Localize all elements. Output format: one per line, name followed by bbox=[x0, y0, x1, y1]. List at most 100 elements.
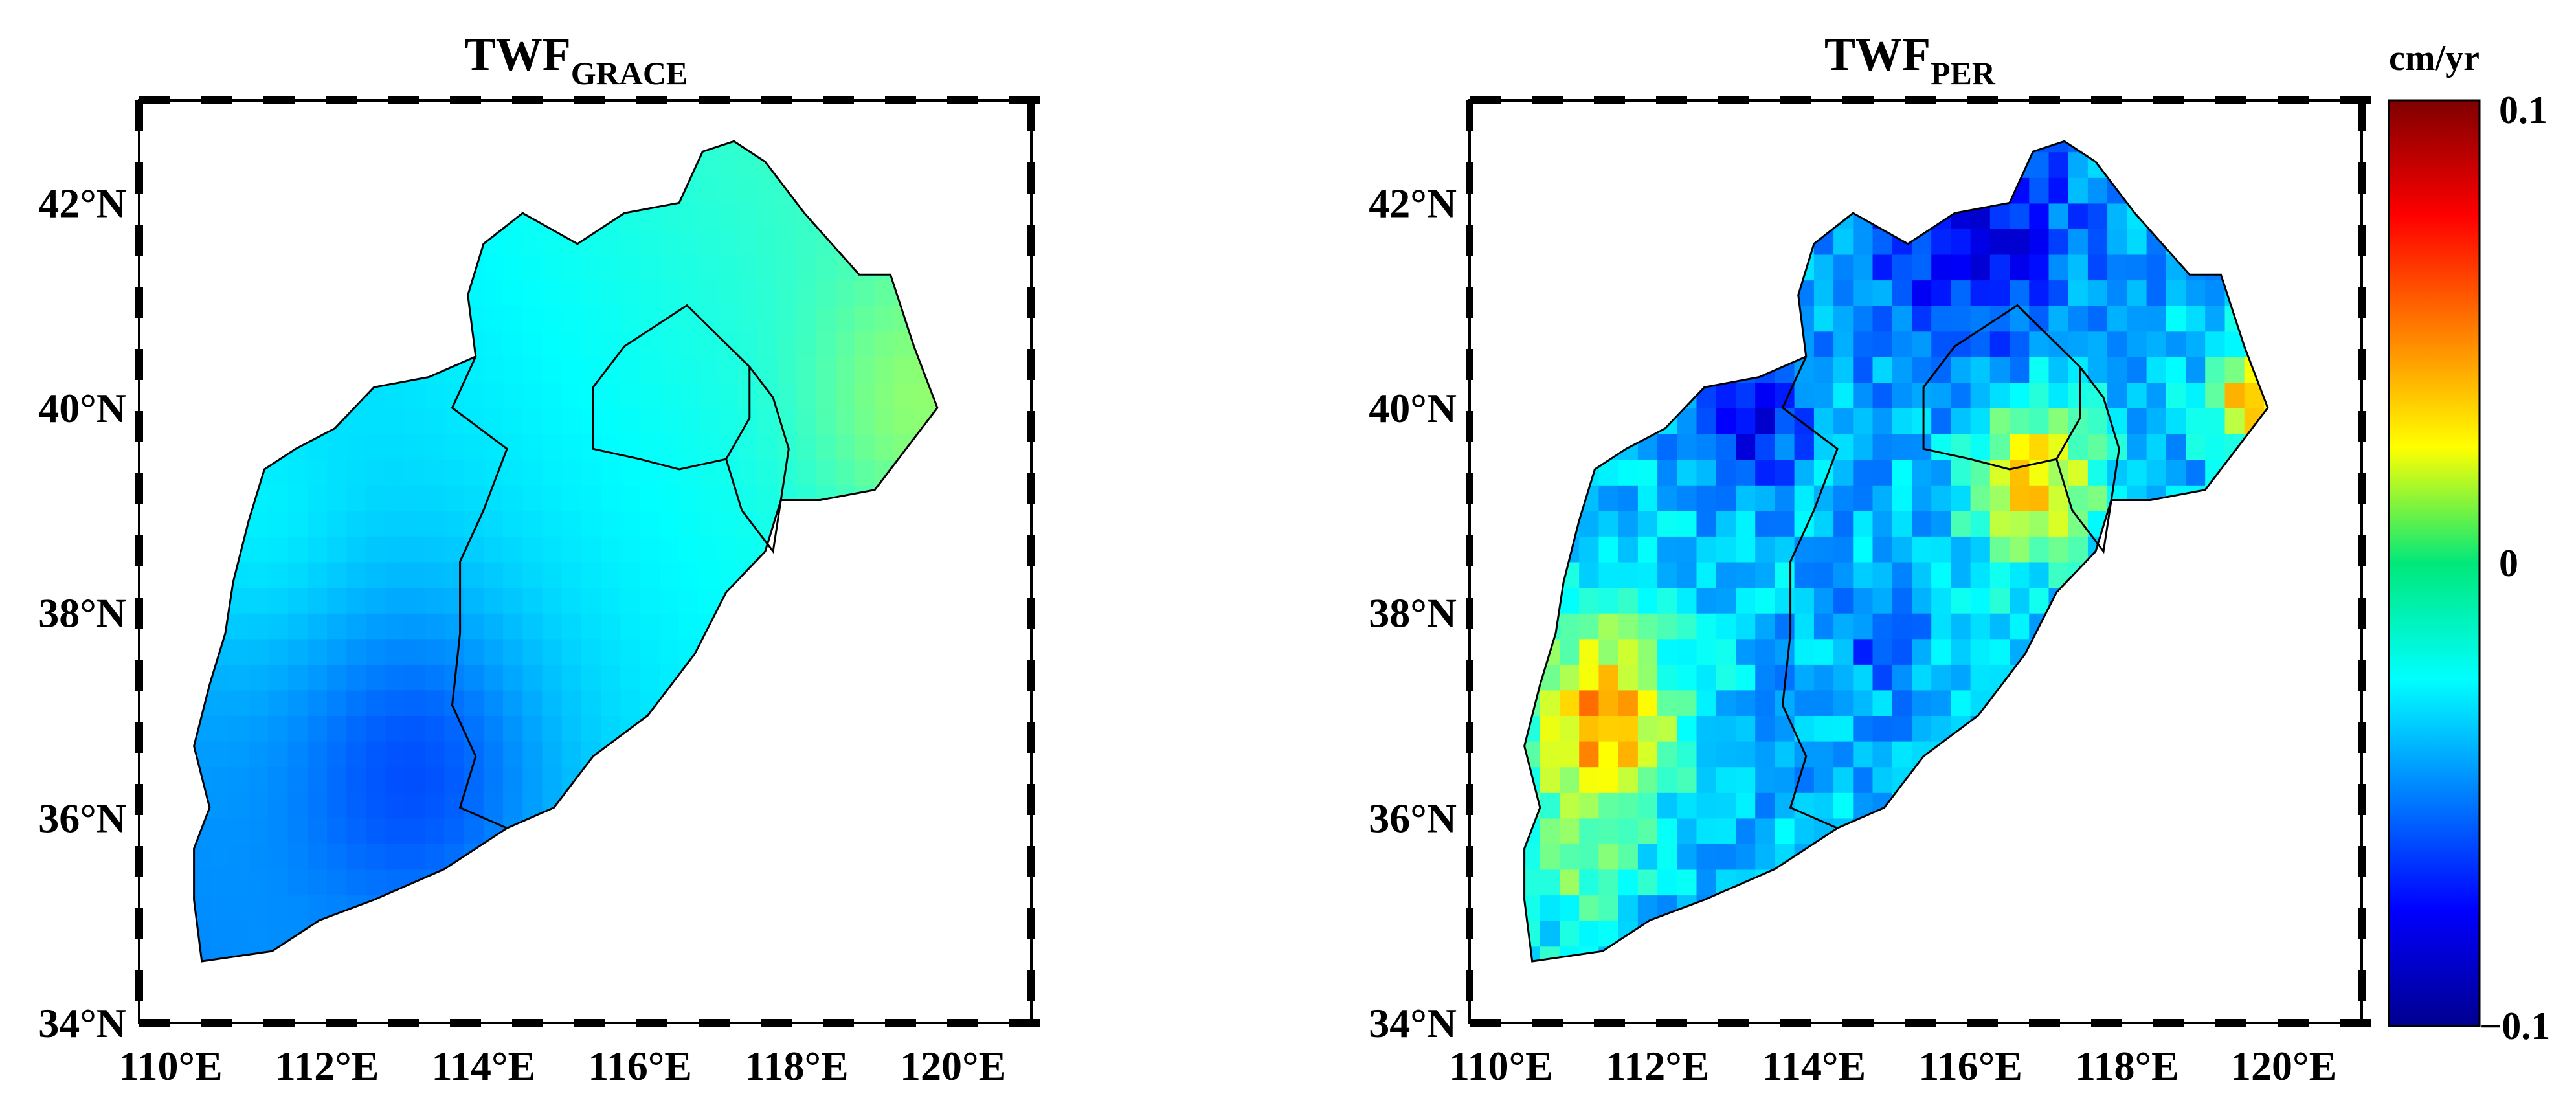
grid-cell bbox=[1716, 689, 1736, 716]
grid-cell bbox=[2107, 203, 2128, 229]
grid-cell bbox=[425, 535, 445, 563]
frame-dash bbox=[2358, 598, 2366, 629]
grid-cell bbox=[2186, 356, 2206, 383]
grid-cell bbox=[307, 587, 328, 614]
grid-cell bbox=[1637, 895, 1659, 921]
grid-cell bbox=[1598, 612, 1619, 640]
grid-cell bbox=[561, 587, 582, 614]
grid-cell bbox=[894, 382, 915, 408]
grid-cell bbox=[2010, 535, 2030, 563]
frame-dash bbox=[823, 1019, 854, 1027]
grid-cell bbox=[522, 638, 543, 665]
grid-cell bbox=[2010, 484, 2030, 511]
grid-cell bbox=[2029, 484, 2050, 511]
grid-cell bbox=[2068, 459, 2089, 486]
grid-cell bbox=[464, 561, 484, 588]
frame-dash bbox=[1027, 225, 1035, 256]
grid-cell bbox=[2068, 510, 2089, 537]
grid-cell bbox=[620, 587, 641, 614]
grid-cell bbox=[483, 331, 504, 357]
grid-cell bbox=[1540, 766, 1560, 793]
colorbar-mid-label: 0 bbox=[2499, 542, 2518, 585]
grid-cell bbox=[2146, 305, 2167, 332]
grid-cell bbox=[561, 561, 582, 588]
grid-cell bbox=[1524, 843, 1541, 870]
grid-cell bbox=[405, 587, 426, 614]
grid-cell bbox=[1989, 535, 2010, 563]
grid-cell bbox=[835, 459, 856, 486]
grid-cell bbox=[1970, 280, 1991, 306]
grid-cell bbox=[1951, 561, 1971, 588]
grid-cell bbox=[2087, 408, 2109, 434]
grid-cell bbox=[249, 664, 269, 691]
frame-dash bbox=[1656, 96, 1687, 104]
lat-tick-label: 42°N bbox=[38, 180, 126, 226]
grid-cell bbox=[287, 792, 308, 819]
grid-cell bbox=[268, 869, 289, 896]
grid-cell bbox=[757, 280, 778, 306]
grid-cell bbox=[1657, 843, 1678, 870]
grid-cell bbox=[659, 561, 680, 588]
grid-cell bbox=[1579, 766, 1600, 793]
grid-cell bbox=[1912, 535, 1932, 563]
grid-cell bbox=[2029, 408, 2050, 434]
grid-cell bbox=[483, 792, 504, 819]
grid-cell bbox=[249, 895, 269, 921]
grid-cell bbox=[2048, 203, 2069, 229]
grid-cell bbox=[542, 382, 563, 408]
grid-cell bbox=[1872, 561, 1893, 588]
frame-dash bbox=[135, 846, 143, 877]
grid-cell bbox=[1794, 638, 1815, 665]
grid-cell bbox=[405, 818, 426, 844]
grid-cell bbox=[464, 612, 484, 640]
grid-cell bbox=[2205, 356, 2226, 383]
grid-cell bbox=[2146, 408, 2167, 434]
grid-cell bbox=[1813, 331, 1835, 357]
grid-cell bbox=[816, 459, 836, 486]
grid-cell bbox=[1951, 510, 1971, 537]
latitude-labels: 34°N 36°N 38°N 40°N 42°N bbox=[1369, 180, 1457, 1046]
grid-cell bbox=[1657, 664, 1678, 691]
grid-cell bbox=[581, 484, 602, 511]
grid-cell bbox=[1989, 638, 2010, 665]
grid-cell bbox=[1579, 843, 1600, 870]
grid-cell bbox=[1892, 459, 1912, 486]
frame-dash bbox=[636, 96, 667, 104]
grid-cell bbox=[307, 535, 328, 563]
grid-cell bbox=[522, 766, 543, 793]
grid-cell bbox=[659, 484, 680, 511]
grid-cell bbox=[1951, 689, 1971, 716]
grid-cell bbox=[346, 792, 367, 819]
grid-cell bbox=[1696, 459, 1717, 486]
grid-cell bbox=[1560, 766, 1580, 793]
grid-cell bbox=[346, 587, 367, 614]
grid-cell bbox=[581, 638, 602, 665]
grid-cell bbox=[1872, 356, 1893, 383]
frame-dash bbox=[2153, 96, 2184, 104]
grid-cell bbox=[425, 382, 445, 408]
grid-cell bbox=[1931, 382, 1952, 408]
grid-cell bbox=[757, 356, 778, 383]
grid-cell bbox=[2107, 356, 2128, 383]
grid-cell bbox=[1598, 843, 1619, 870]
grid-cell bbox=[425, 459, 445, 486]
lat-tick-label: 36°N bbox=[38, 795, 126, 841]
grid-cell bbox=[229, 612, 250, 640]
grid-cell bbox=[444, 741, 465, 768]
grid-cell bbox=[777, 280, 798, 306]
grid-cell bbox=[1892, 612, 1912, 640]
grid-cell bbox=[287, 484, 308, 511]
grid-cell bbox=[640, 228, 660, 255]
grid-cell bbox=[1657, 869, 1678, 896]
grid-cell bbox=[1931, 254, 1952, 281]
lon-tick-label: 118°E bbox=[745, 1043, 849, 1089]
grid-cell bbox=[1794, 664, 1815, 691]
grid-cell bbox=[522, 715, 543, 742]
grid-cell bbox=[1736, 818, 1756, 844]
grid-cell bbox=[2107, 254, 2128, 281]
grid-cell bbox=[1853, 408, 1874, 434]
grid-cell bbox=[444, 433, 465, 460]
frame-dash bbox=[1466, 846, 1473, 877]
grid-cell bbox=[1989, 228, 2010, 255]
grid-cell bbox=[1931, 228, 1952, 255]
